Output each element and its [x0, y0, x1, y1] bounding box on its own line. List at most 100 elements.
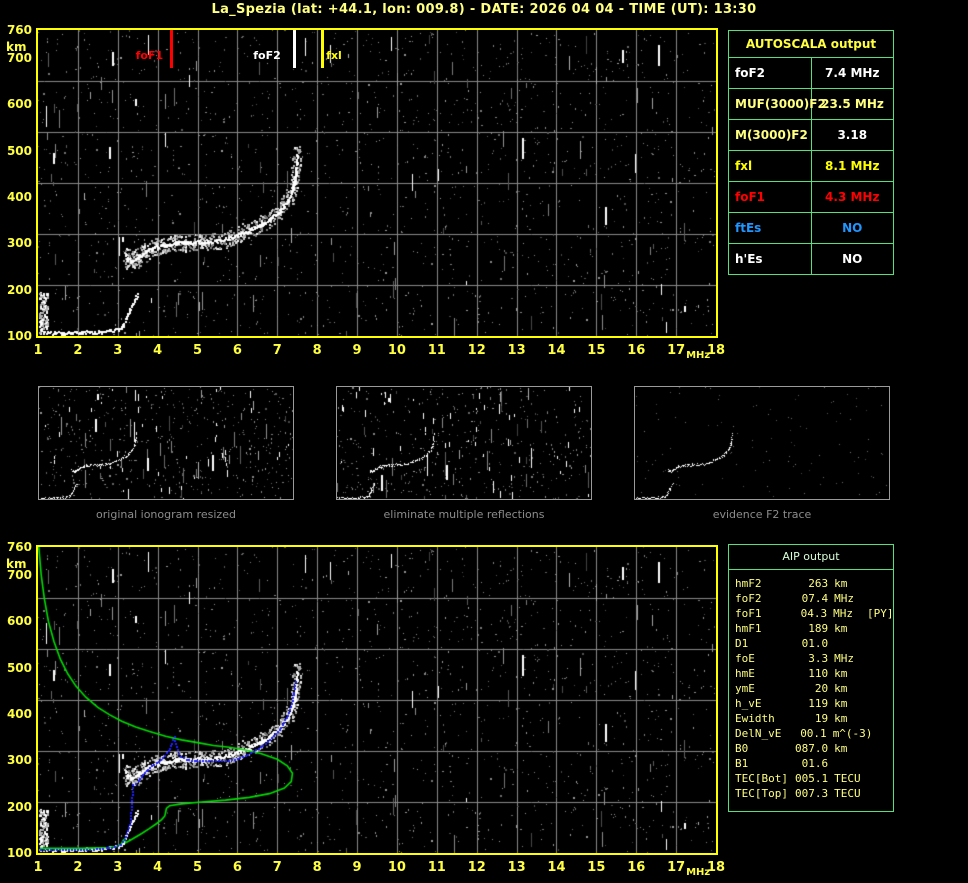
aip-unit	[834, 636, 868, 651]
autoscala-value: 7.4 MHz	[825, 66, 880, 80]
autoscala-value: 23.5 MHz	[821, 97, 884, 111]
autoscala-header: AUTOSCALA output	[729, 31, 893, 58]
y-tick-200: 200	[6, 799, 32, 814]
autoscala-row-m-3000-f2: M(3000)F2 3.18	[729, 120, 893, 151]
x-tick-10: 10	[387, 343, 406, 358]
x-tick-17: 17	[667, 860, 686, 875]
x-tick-6: 6	[232, 860, 242, 875]
y-tick-500: 500	[6, 143, 32, 158]
aip-extra	[868, 636, 893, 651]
autoscala-value: 3.18	[837, 128, 868, 142]
aip-name: DelN_vE	[735, 727, 782, 740]
autoscala-key: foF2	[729, 58, 812, 88]
aip-unit: TECU	[834, 772, 861, 785]
y-tick-760: 760	[6, 23, 32, 37]
aip-unit: km	[834, 667, 848, 680]
thumbnail-caption-original: original ionogram resized	[96, 508, 236, 521]
y-tick-600: 600	[6, 614, 32, 629]
x-tick-13: 13	[507, 343, 526, 358]
aip-value: 087.0	[794, 742, 829, 755]
autoscala-key: foF1	[729, 182, 812, 212]
y-tick-400: 400	[6, 189, 32, 204]
aip-unit: m^(-3)	[832, 727, 873, 740]
aip-extra	[868, 666, 893, 681]
aip-value: 005.1	[794, 772, 829, 785]
autoscala-row-fxl: fxl 8.1 MHz	[729, 151, 893, 182]
y-tick-700: 700	[6, 567, 32, 582]
thumbnail-canvas-nomultip	[337, 387, 591, 499]
x-tick-12: 12	[467, 860, 486, 875]
y-tick-760: 760	[6, 540, 32, 554]
main-ionogram-canvas	[38, 30, 716, 336]
autoscala-row-ftes: ftEs NO	[729, 213, 893, 244]
aip-value: 01.0	[801, 637, 829, 650]
aip-value: 3.3	[808, 652, 829, 665]
x-tick-5: 5	[192, 343, 203, 358]
main-ionogram-plot[interactable]	[36, 28, 718, 338]
aip-row-hme: hmE 110 km	[735, 666, 893, 681]
y-tick-400: 400	[6, 706, 32, 721]
x-tick-1: 1	[33, 860, 43, 875]
aip-value: 110	[808, 667, 829, 680]
aip-name: B0	[735, 742, 749, 755]
x-tick-5: 5	[192, 860, 203, 875]
x-tick-2: 2	[73, 343, 83, 358]
aip-name: foE	[735, 652, 755, 665]
aip-name: hmF1	[735, 622, 762, 635]
aip-name: Ewidth	[735, 712, 775, 725]
aip-unit: km	[834, 682, 848, 695]
thumbnail-eliminate-multiple-reflections[interactable]	[336, 386, 592, 500]
x-tick-11: 11	[427, 343, 446, 358]
aip-unit: km	[834, 577, 848, 590]
x-tick-15: 15	[587, 343, 606, 358]
aip-unit: MHz	[834, 652, 854, 665]
marker-label-fxl: fxl	[326, 49, 342, 62]
aip-name: hmE	[735, 667, 755, 680]
aip-output-panel: AIP output hmF2 263 km foF2 07.4 MHz foF1 04.3 M…	[728, 544, 894, 812]
x-tick-2: 2	[73, 860, 83, 875]
x-tick-4: 4	[153, 860, 163, 875]
x-tick-3: 3	[113, 860, 123, 875]
thumbnail-evidence-f2-trace[interactable]	[634, 386, 890, 500]
aip-extra	[868, 621, 893, 636]
aip-ionogram-plot[interactable]	[36, 545, 718, 855]
aip-extra	[868, 576, 893, 591]
y-tick-700: 700	[6, 50, 32, 65]
autoscala-key: MUF(3000)F2	[729, 89, 826, 119]
marker-line-fxl	[321, 30, 325, 68]
x-tick-17: 17	[667, 343, 686, 358]
x-tick-7: 7	[272, 860, 282, 875]
aip-value: 07.4	[801, 592, 829, 605]
autoscala-rows: foF2 7.4 MHz MUF(3000)F2 23.5 MHz M(3000)F2 3…	[729, 58, 893, 274]
thumbnail-caption-f2trace: evidence F2 trace	[712, 508, 812, 521]
aip-value: 20	[814, 682, 829, 695]
marker-label-foF2: foF2	[253, 49, 281, 62]
x-axis-unit-mhz: MHz	[686, 350, 711, 361]
aip-row-b0: B0 087.0 km	[735, 741, 893, 756]
aip-unit: km	[834, 712, 848, 725]
aip-extra	[868, 651, 893, 666]
aip-extra	[868, 771, 893, 786]
thumbnail-original-ionogram[interactable]	[38, 386, 294, 500]
aip-value: 189	[808, 622, 829, 635]
aip-row-fof1: foF1 04.3 MHz [PY]	[735, 606, 894, 621]
aip-unit: TECU	[834, 787, 861, 800]
aip-name: ymE	[735, 682, 755, 695]
aip-value: 007.3	[794, 787, 829, 800]
aip-value: 119	[808, 697, 829, 710]
aip-extra	[868, 786, 893, 801]
x-tick-9: 9	[352, 343, 362, 358]
aip-row-foe: foE 3.3 MHz	[735, 651, 893, 666]
autoscala-key: fxl	[729, 151, 812, 181]
x-tick-6: 6	[232, 343, 242, 358]
aip-extra	[868, 696, 893, 711]
y-axis-unit-km: km	[6, 40, 27, 54]
aip-extra	[869, 726, 893, 741]
y-tick-500: 500	[6, 660, 32, 675]
aip-extra	[868, 711, 893, 726]
x-tick-9: 9	[352, 860, 362, 875]
autoscala-row-fof1: foF1 4.3 MHz	[729, 182, 893, 213]
x-tick-16: 16	[627, 343, 646, 358]
aip-value: 19	[814, 712, 829, 725]
x-tick-11: 11	[427, 860, 446, 875]
